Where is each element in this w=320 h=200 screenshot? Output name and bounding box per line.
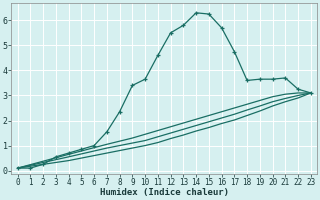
X-axis label: Humidex (Indice chaleur): Humidex (Indice chaleur) (100, 188, 229, 197)
